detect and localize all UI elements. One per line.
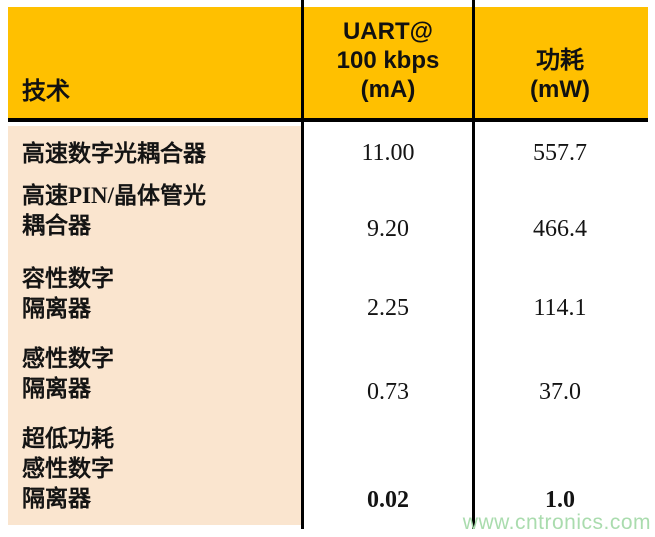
row-label: 高速数字光耦合器 bbox=[8, 126, 304, 178]
row-label-line: 容性数字 bbox=[22, 266, 114, 291]
table-row: 高速数字光耦合器 11.00 557.7 bbox=[8, 126, 648, 178]
power-value: 37.0 bbox=[539, 379, 581, 405]
uart-value: 0.73 bbox=[367, 379, 409, 405]
uart-value: 0.02 bbox=[367, 487, 409, 513]
row-label: 容性数字 隔离器 bbox=[8, 255, 304, 333]
row-label-line: 高速数字光耦合器 bbox=[22, 141, 206, 166]
power-value: 466.4 bbox=[533, 216, 587, 242]
uart-value: 11.00 bbox=[361, 140, 415, 166]
watermark: www.cntronics.com bbox=[462, 511, 651, 534]
row-label-line: 感性数字 bbox=[22, 456, 114, 481]
table-row: 容性数字 隔离器 2.25 114.1 bbox=[8, 255, 648, 333]
header-cell-uart-current: UART@ 100 kbps (mA) bbox=[304, 17, 472, 118]
row-label-line: 隔离器 bbox=[22, 296, 91, 321]
header-label-uart-line3: (mA) bbox=[360, 76, 416, 103]
header-label-power-line2: (mW) bbox=[530, 76, 590, 103]
table-row: 感性数字 隔离器 0.73 37.0 bbox=[8, 333, 648, 415]
table-body: 高速数字光耦合器 11.00 557.7 高速PIN/晶体管光 耦合器 9.20… bbox=[8, 126, 648, 525]
table-row: 超低功耗 感性数字 隔离器 0.02 1.0 bbox=[8, 415, 648, 525]
power-value: 557.7 bbox=[533, 140, 587, 166]
row-label-line: 隔离器 bbox=[22, 486, 91, 511]
header-label-power-line1: 功耗 bbox=[536, 47, 584, 74]
row-label: 高速PIN/晶体管光 耦合器 bbox=[8, 178, 304, 255]
table-header: 技术 UART@ 100 kbps (mA) 功耗 (mW) bbox=[8, 7, 648, 122]
row-label-line: 超低功耗 bbox=[22, 426, 114, 451]
row-label: 超低功耗 感性数字 隔离器 bbox=[8, 415, 304, 525]
table-row: 高速PIN/晶体管光 耦合器 9.20 466.4 bbox=[8, 178, 648, 255]
row-label-line: 高速PIN/晶体管光 bbox=[22, 183, 206, 208]
row-label-line: 感性数字 bbox=[22, 346, 114, 371]
column-divider bbox=[472, 0, 475, 529]
header-label-technology: 技术 bbox=[22, 78, 70, 105]
uart-value: 9.20 bbox=[367, 216, 409, 242]
header-label-uart-line2: 100 kbps bbox=[336, 47, 440, 74]
row-label-line: 耦合器 bbox=[22, 213, 91, 238]
header-cell-technology: 技术 bbox=[8, 77, 304, 118]
power-value: 114.1 bbox=[533, 295, 587, 321]
header-cell-power: 功耗 (mW) bbox=[472, 46, 648, 118]
power-value: 1.0 bbox=[545, 487, 575, 513]
header-label-uart-line1: UART@ bbox=[342, 18, 434, 45]
row-label-line: 隔离器 bbox=[22, 376, 91, 401]
uart-value: 2.25 bbox=[367, 295, 409, 321]
row-label: 感性数字 隔离器 bbox=[8, 333, 304, 415]
column-divider bbox=[301, 0, 304, 529]
